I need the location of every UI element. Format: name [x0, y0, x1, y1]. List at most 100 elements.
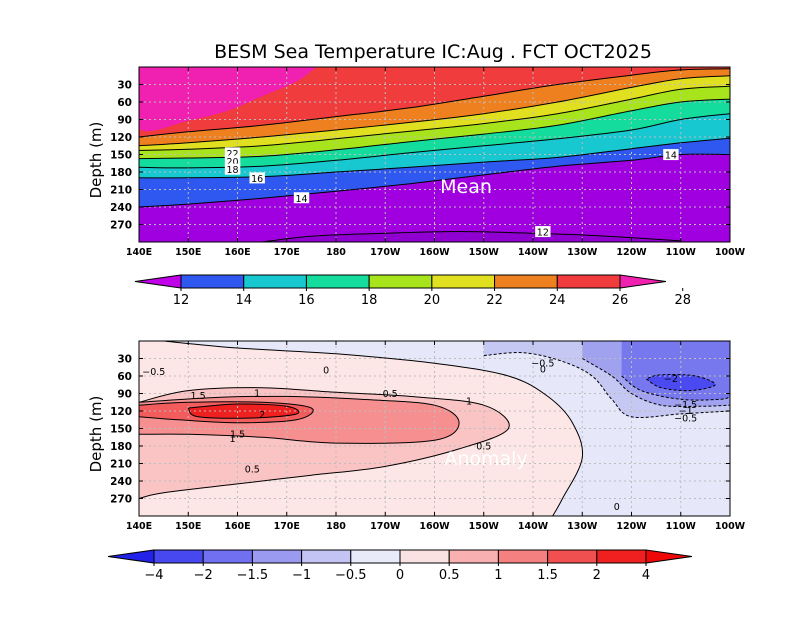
x-tick-label: 140W — [518, 247, 549, 258]
contour-label-bg — [224, 155, 241, 167]
mean-overlay-label: Mean — [440, 176, 492, 198]
contour-label-bg — [663, 149, 679, 161]
contour-label: 16 — [251, 174, 263, 185]
contour-line-2 — [187, 403, 300, 419]
anomaly-overlay-label: Anomaly — [444, 448, 527, 470]
contour-line-0 — [163, 341, 584, 516]
y-tick-label: 120 — [110, 406, 132, 418]
y-tick-label: 270 — [110, 494, 132, 506]
colorbar-swatch — [494, 274, 558, 289]
x-tick-label: 140W — [518, 521, 549, 532]
x-tick-label: 100W — [715, 247, 746, 258]
contour-line--1.5 — [621, 375, 730, 401]
x-tick-label: 110W — [666, 521, 697, 532]
x-tick-label: 170E — [274, 247, 300, 258]
x-tick-label: 140E — [126, 247, 152, 258]
contour-label: 0.5 — [476, 442, 491, 453]
contour-line-0.5 — [139, 387, 510, 499]
colorbar-label: 18 — [361, 293, 378, 308]
contour-label: −2 — [664, 374, 678, 385]
x-tick-label: 160W — [419, 247, 450, 258]
x-tick-label: 160W — [419, 521, 450, 532]
colorbar-swatch — [243, 274, 307, 289]
contour-label: 0 — [614, 502, 620, 513]
colorbar-extend-high — [619, 274, 667, 289]
y-tick-label: 180 — [110, 167, 132, 179]
colorbar-label: 2 — [593, 568, 601, 583]
y-tick-label: 90 — [117, 389, 132, 401]
y-tick-label: 120 — [110, 132, 132, 144]
colorbar-label: 22 — [486, 293, 503, 308]
colorbar-label: 28 — [674, 293, 691, 308]
anomaly-contour-labels: −0.5 0−0.501.5 1 0.5121.510.50.50−2−1.5−1−0… — [142, 359, 697, 513]
mean-x-ticks: 140E 150E 160E 170E 180 170W 160W 150W 140W 130W 1… — [126, 67, 746, 258]
x-tick-label: 160E — [224, 521, 250, 532]
contour-label: 0 — [323, 366, 329, 377]
contour-line-14 — [139, 153, 730, 208]
x-tick-label: 150W — [469, 247, 500, 258]
x-tick-label: 180 — [326, 247, 346, 258]
anomaly-panel: −0.5 0−0.501.5 1 0.5121.510.50.50−2−1.5−1−0… — [87, 340, 746, 532]
contour-line--2 — [646, 374, 716, 392]
colorbar-label: −4 — [144, 568, 163, 583]
colorbar-label: −0.5 — [335, 568, 367, 583]
x-tick-label: 170W — [370, 247, 401, 258]
contour-label: 1.5 — [191, 391, 206, 402]
contour-label: 1 — [230, 434, 236, 445]
contour-line-1.5 — [139, 401, 314, 424]
y-tick-label: 30 — [117, 80, 132, 92]
x-tick-label: 150E — [175, 521, 201, 532]
colorbar-swatch — [596, 549, 647, 564]
contour-label: 1 — [254, 388, 260, 399]
y-tick-label: 150 — [110, 150, 132, 162]
colorbar-swatch — [350, 549, 401, 564]
colorbar-label: 0 — [396, 568, 404, 583]
colorbar-label: −2 — [194, 568, 213, 583]
contour-label: −1 — [679, 406, 693, 417]
contour-line--0.5 — [483, 352, 730, 419]
mean-colorbar: 12 14 16 18 20 22 24 26 28 — [134, 274, 691, 308]
contour-label: 14 — [295, 194, 307, 205]
colorbar-swatch — [153, 549, 204, 564]
x-tick-label: 170W — [370, 521, 401, 532]
contour-label: −0.5 — [531, 359, 554, 370]
contour-label: 1 — [466, 397, 472, 408]
colorbar-swatch — [556, 274, 621, 289]
colorbar-label: 26 — [612, 293, 629, 308]
colorbar-label: 24 — [549, 293, 566, 308]
contour-label-bg — [224, 163, 241, 175]
colorbar-label: 16 — [298, 293, 315, 308]
contour-label: 18 — [227, 165, 239, 176]
colorbar-label: 0.5 — [439, 568, 460, 583]
y-tick-label: 60 — [117, 97, 132, 109]
colorbar-swatch — [202, 549, 253, 564]
fill-band-28 — [139, 67, 317, 132]
x-tick-label: 130W — [567, 521, 598, 532]
contour-label-bg — [535, 226, 551, 238]
y-tick-label: 210 — [110, 459, 132, 471]
y-tick-label: 90 — [117, 115, 132, 127]
y-tick-label: 210 — [110, 185, 132, 197]
y-tick-label: 240 — [110, 202, 132, 214]
mean-y-ticks: 30 60 90 120 150 180 210 240 270 — [110, 80, 730, 232]
x-tick-label: 110W — [666, 247, 697, 258]
colorbar-label: 12 — [173, 293, 190, 308]
mean-ylabel: Depth (m) — [87, 122, 105, 199]
anomaly-x-ticks: 140E 150E 160E 170E 180 170W 160W 150W 140W 130W 1… — [126, 341, 746, 532]
contour-label: 20 — [227, 157, 239, 168]
contour-label: 2 — [259, 410, 265, 421]
contour-line-12 — [262, 230, 681, 242]
y-tick-label: 240 — [110, 476, 132, 488]
colorbar-swatch — [368, 274, 433, 289]
x-tick-label: 160E — [224, 247, 250, 258]
colorbar-swatch — [399, 549, 450, 564]
colorbar-swatch — [448, 549, 499, 564]
colorbar-label: 14 — [235, 293, 252, 308]
contour-label: 22 — [227, 149, 239, 160]
contour-label: −0.5 — [142, 367, 165, 378]
contour-line-26 — [139, 68, 730, 138]
colorbar-extend-low — [107, 549, 155, 564]
